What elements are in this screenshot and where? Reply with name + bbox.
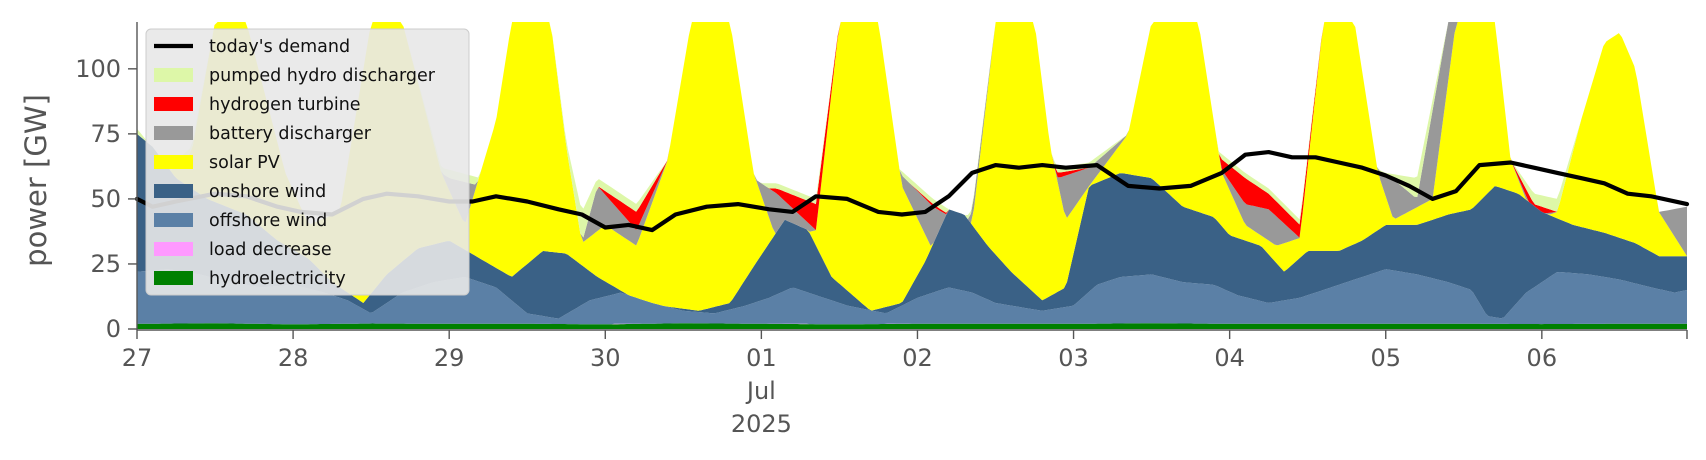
- legend-swatch: [154, 242, 193, 256]
- legend-item-pumped-hydro-discharger: pumped hydro discharger: [154, 66, 436, 86]
- legend-item-battery-discharger: battery discharger: [154, 124, 372, 144]
- y-tick-label: 50: [90, 185, 121, 213]
- legend-item-onshore-wind: onshore wind: [154, 182, 326, 202]
- legend-item-offshore-wind: offshore wind: [154, 211, 327, 231]
- x-tick-month-label: Jul: [745, 377, 776, 405]
- area-hydroelectricity: [137, 323, 1687, 329]
- y-tick-label: 0: [106, 315, 121, 343]
- legend-item-solar-pv: solar PV: [154, 153, 280, 173]
- area-onshore-wind: [137, 133, 1687, 319]
- legend-label: pumped hydro discharger: [209, 66, 436, 86]
- y-tick-label: 25: [90, 250, 121, 278]
- legend-swatch: [154, 271, 193, 285]
- legend-item-load-decrease: load decrease: [154, 240, 332, 260]
- legend-item-hydroelectricity: hydroelectricity: [154, 269, 346, 289]
- y-axis-label: power [GW]: [19, 94, 53, 267]
- legend-item-today-s-demand: today's demand: [154, 37, 350, 57]
- legend-swatch: [154, 184, 193, 198]
- legend-item-hydrogen-turbine: hydrogen turbine: [154, 95, 361, 115]
- x-tick-label: 27: [122, 344, 153, 372]
- legend-label: hydroelectricity: [209, 269, 346, 289]
- legend-swatch: [154, 97, 193, 111]
- x-tick-label: 06: [1527, 344, 1558, 372]
- legend-label: today's demand: [209, 37, 350, 57]
- x-tick-label: 01: [746, 344, 777, 372]
- legend-label: solar PV: [209, 153, 280, 173]
- legend-box: [145, 28, 470, 296]
- legend-label: load decrease: [209, 240, 332, 260]
- x-tick-label: 02: [902, 344, 933, 372]
- x-tick-label: 05: [1370, 344, 1401, 372]
- x-tick-label: 29: [434, 344, 465, 372]
- y-tick-label: 100: [75, 55, 121, 83]
- area-solar-pv: [137, 22, 1687, 311]
- legend-label: battery discharger: [209, 124, 372, 144]
- x-tick-label: 30: [590, 344, 621, 372]
- legend-label: hydrogen turbine: [209, 95, 361, 115]
- legend-swatch: [154, 213, 193, 227]
- legend-swatch: [154, 126, 193, 140]
- x-tick-year-label: 2025: [731, 410, 792, 438]
- y-tick-label: 75: [90, 120, 121, 148]
- x-tick-label: 28: [278, 344, 309, 372]
- legend: today's demand pumped hydro discharger hyd…: [145, 28, 470, 296]
- stacked-areas: [137, 22, 1687, 329]
- legend-swatch: [154, 68, 193, 82]
- x-tick-label: 03: [1058, 344, 1089, 372]
- legend-swatch: [154, 155, 193, 169]
- legend-label: offshore wind: [209, 211, 327, 231]
- area-offshore-wind: [137, 269, 1687, 325]
- x-tick-label: 04: [1214, 344, 1245, 372]
- axes: 0 25 50 75 100 power [GW] 27 28 29 30 01 Jul 2025 02 0…: [19, 22, 1688, 438]
- legend-label: onshore wind: [209, 182, 326, 202]
